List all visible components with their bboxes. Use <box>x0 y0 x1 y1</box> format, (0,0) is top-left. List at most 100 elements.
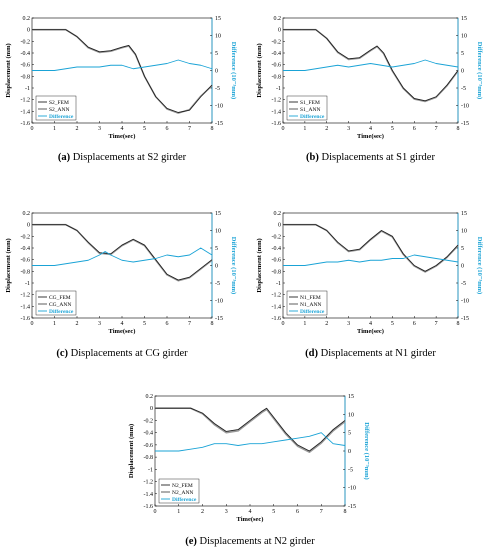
y2-tick-label: 0 <box>215 69 218 75</box>
y-tick-label: -1.4 <box>144 492 154 498</box>
series-line-s1-ann <box>283 28 459 103</box>
y2-tick-label: 15 <box>215 211 221 217</box>
y2-tick-label: -15 <box>215 316 223 322</box>
y-tick-label: -1.4 <box>21 304 31 310</box>
x-tick-label: 4 <box>369 126 372 132</box>
y2-tick-label: -10 <box>461 299 469 305</box>
x-tick-label: 6 <box>296 509 299 515</box>
legend-label: CG_ANN <box>49 302 71 308</box>
series-line-difference <box>155 432 346 452</box>
x-tick-label: 4 <box>121 321 124 327</box>
x-tick-label: 3 <box>347 321 350 327</box>
y-tick-label: -0.4 <box>272 51 282 57</box>
y2-tick-label: 0 <box>348 449 351 455</box>
y-tick-label: -1.2 <box>272 98 282 104</box>
series-line-n1-fem <box>283 224 459 272</box>
y2-tick-label: -10 <box>461 104 469 110</box>
caption-text: Displacements at S1 girder <box>319 152 436 163</box>
legend-label: S1_ANN <box>300 107 321 113</box>
y-tick-label: -0.8 <box>272 74 282 80</box>
y-tick-label: 0 <box>278 28 281 34</box>
x-tick-label: 6 <box>413 126 416 132</box>
x-axis-label: Time(sec) <box>357 328 384 335</box>
x-tick-label: 6 <box>166 126 169 132</box>
y2-tick-label: -10 <box>348 486 356 492</box>
chart-panel-a: 0 1 2 3 4 5 6 7 8 0.2 0 -0.2 -0.4 -0.6 -0.8 -1 -1.2 -1.4 -… <box>5 16 237 163</box>
series-line-difference <box>283 59 459 71</box>
x-tick-label: 3 <box>225 509 228 515</box>
y-tick-label: -0.2 <box>272 234 282 240</box>
series-line-cg-fem <box>32 224 213 281</box>
y2-tick-label: -10 <box>215 104 223 110</box>
series-line-n2-fem <box>155 407 346 452</box>
caption-letter: (b) <box>306 152 319 163</box>
x-tick-label: 2 <box>201 509 204 515</box>
legend-label: N2_FEM <box>172 483 193 489</box>
x-tick-label: 3 <box>98 126 101 132</box>
x-tick-label: 8 <box>211 321 214 327</box>
y-tick-label: -1.2 <box>144 480 154 486</box>
caption: (a) Displacements at S2 girder <box>58 152 187 163</box>
y2-tick-label: -5 <box>461 281 466 287</box>
y2-tick-label: 10 <box>461 229 467 235</box>
y-tick-label: -0.8 <box>144 455 154 461</box>
y-tick-label: 0 <box>150 406 153 412</box>
x-tick-label: 0 <box>31 321 34 327</box>
y-tick-label: -0.4 <box>144 431 154 437</box>
y-tick-label: -1 <box>276 86 281 92</box>
series-line-cg-ann <box>32 223 213 282</box>
y-tick-label: -0.6 <box>21 63 31 69</box>
y-tick-label: -1 <box>25 281 30 287</box>
y-tick-label: -1.4 <box>272 304 282 310</box>
y2-tick-label: 0 <box>461 264 464 270</box>
caption-letter: (d) <box>305 348 318 359</box>
y2-tick-label: 5 <box>215 246 218 252</box>
x-tick-label: 3 <box>98 321 101 327</box>
y-tick-label: -1.6 <box>272 121 282 127</box>
x-tick-label: 0 <box>282 126 285 132</box>
x-tick-label: 5 <box>143 126 146 132</box>
x-tick-label: 7 <box>188 126 191 132</box>
y-tick-label: -0.2 <box>21 39 31 45</box>
x-axis-label: Time(sec) <box>109 328 136 335</box>
x-tick-label: 5 <box>391 126 394 132</box>
series-line-difference <box>283 254 459 266</box>
y-tick-label: -0.8 <box>21 269 31 275</box>
y-tick-label: 0.2 <box>23 16 31 22</box>
chart-panel-c: 0 1 2 3 4 5 6 7 8 0.2 0 -0.2 -0.4 -0.6 -0.8 -1 -1.2 -1.4 -… <box>5 211 237 359</box>
y2-tick-label: 5 <box>461 51 464 57</box>
caption-text: Displacements at CG girder <box>68 348 188 359</box>
legend-label: S1_FEM <box>300 100 320 106</box>
chart-panel-b: 0 1 2 3 4 5 6 7 8 0.2 0 -0.2 -0.4 -0.6 -0.8 -1 -1.2 -1.4 -… <box>256 16 483 163</box>
caption: (b) Displacements at S1 girder <box>306 152 435 163</box>
x-tick-label: 3 <box>347 126 350 132</box>
x-tick-label: 6 <box>166 321 169 327</box>
y2-tick-label: 10 <box>215 229 221 235</box>
y-tick-label: -0.4 <box>21 51 31 57</box>
x-tick-label: 8 <box>211 126 214 132</box>
x-tick-label: 1 <box>53 321 56 327</box>
x-tick-label: 7 <box>320 509 323 515</box>
x-tick-label: 2 <box>325 321 328 327</box>
y-tick-label: 0 <box>278 223 281 229</box>
y-tick-label: -1.6 <box>21 316 31 322</box>
y-tick-label: -1.2 <box>21 98 31 104</box>
caption: (c) Displacements at CG girder <box>56 348 188 359</box>
legend-label: N1_FEM <box>300 295 321 301</box>
y-axis-label: Displacement (mm) <box>5 238 12 292</box>
y2-tick-label: 10 <box>461 34 467 40</box>
chart-panel-d: 0 1 2 3 4 5 6 7 8 0.2 0 -0.2 -0.4 -0.6 -0.8 -1 -1.2 -1.4 -… <box>256 211 483 359</box>
y-tick-label: -0.4 <box>272 246 282 252</box>
legend-label: S2_ANN <box>49 107 70 113</box>
x-tick-label: 5 <box>143 321 146 327</box>
y-tick-label: -1.2 <box>21 293 31 299</box>
y-tick-label: 0.2 <box>274 211 282 217</box>
y2-tick-label: -15 <box>461 316 469 322</box>
x-tick-label: 4 <box>369 321 372 327</box>
x-axis-label: Time(sec) <box>357 133 384 140</box>
y2-tick-label: 15 <box>348 394 354 400</box>
legend-label: Difference <box>172 497 197 503</box>
caption-text: Displacements at S2 girder <box>70 152 187 163</box>
y2-axis-label: Difference (10⁻³mm) <box>476 42 483 99</box>
caption-letter: (e) <box>185 536 197 547</box>
